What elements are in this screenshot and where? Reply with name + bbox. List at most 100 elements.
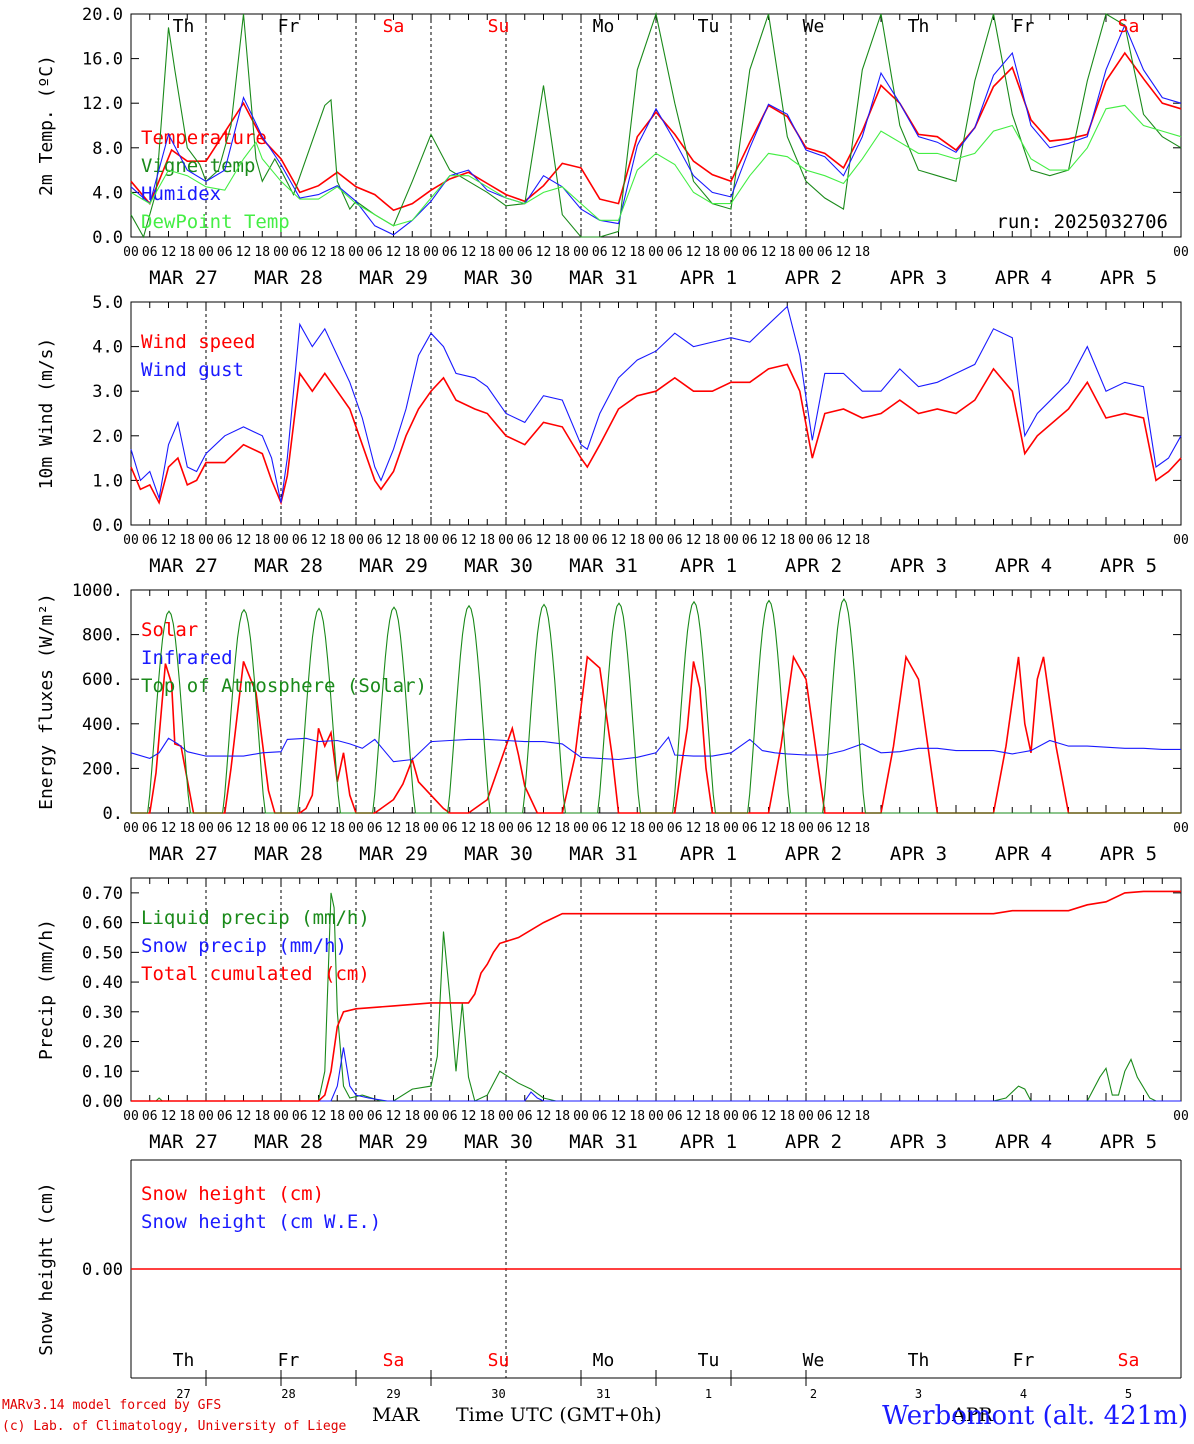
hour-tick-label: 06 (517, 245, 533, 260)
y-axis-label: Snow height (cm) (36, 1182, 57, 1355)
hour-tick-label: 06 (142, 821, 158, 836)
weekday-label: Sa (383, 1350, 405, 1371)
hour-tick-label: 06 (667, 821, 683, 836)
hour-tick-label: 06 (817, 821, 833, 836)
hour-tick-label: 00 (198, 821, 214, 836)
hour-tick-label: 00 (573, 821, 589, 836)
hour-tick-label: 12 (611, 821, 627, 836)
hour-tick-label: 12 (686, 1109, 702, 1124)
hour-tick-label: 06 (442, 533, 458, 548)
hour-tick-label: 12 (536, 533, 552, 548)
hour-tick-label: 18 (179, 1109, 195, 1124)
hour-tick-label: 12 (761, 245, 777, 260)
hour-tick-label: 06 (217, 821, 233, 836)
y-tick-label: 0.0 (92, 516, 123, 536)
hour-tick-label: 00 (798, 821, 814, 836)
hour-tick-label: 12 (161, 1109, 177, 1124)
month-label-apr: APR (952, 1404, 993, 1426)
weekday-label: Su (488, 16, 510, 37)
weekday-label: Sa (1118, 16, 1140, 37)
y-axis-label: Precip (mm/h) (36, 919, 57, 1060)
hour-tick-label: 00 (498, 533, 514, 548)
y-tick-label: 400. (82, 715, 123, 735)
x-axis-title: Time UTC (GMT+0h) (456, 1404, 662, 1426)
legend-wind-0: Wind speed (141, 331, 255, 353)
day-number-label: 28 (281, 1387, 295, 1401)
hour-tick-label: 06 (592, 245, 608, 260)
hour-tick-label: 00 (648, 821, 664, 836)
hour-tick-label: 12 (611, 533, 627, 548)
hour-tick-label: 00 (498, 1109, 514, 1124)
date-label: APR 1 (680, 1131, 737, 1153)
hour-tick-label: 12 (536, 821, 552, 836)
date-label: APR 4 (995, 555, 1052, 577)
date-label: APR 5 (1100, 555, 1157, 577)
weekday-label: Tu (698, 1350, 720, 1371)
y-tick-label: 0.20 (82, 1033, 123, 1053)
hour-tick-label: 00 (648, 245, 664, 260)
series-line-precip-2 (131, 890, 1181, 1102)
hour-tick-label: 12 (836, 245, 852, 260)
hour-tick-label: 12 (686, 533, 702, 548)
date-label: APR 3 (890, 843, 947, 865)
hour-tick-label: 12 (161, 245, 177, 260)
date-label: MAR 30 (464, 1131, 533, 1153)
panel-precip: 0.00 0.10 0.20 0.30 0.40 0.50 0.60 0.70 Precip (… (36, 877, 1189, 1153)
hour-tick-label: 18 (779, 533, 795, 548)
month-label-mar: MAR (372, 1404, 420, 1426)
legend-energy-2: Top of Atmosphere (Solar) (141, 675, 427, 697)
hour-tick-label: 00 (123, 533, 139, 548)
hour-tick-label: 06 (292, 245, 308, 260)
hour-tick-label: 06 (367, 533, 383, 548)
date-label: MAR 28 (254, 1131, 323, 1153)
hour-tick-label: 12 (536, 1109, 552, 1124)
hour-tick-label: 12 (611, 245, 627, 260)
hour-tick-label: 06 (742, 245, 758, 260)
hour-tick-label: 00 (273, 533, 289, 548)
date-label: MAR 29 (359, 843, 428, 865)
hour-tick-label: 06 (817, 245, 833, 260)
hour-tick-label: 06 (817, 1109, 833, 1124)
y-tick-label: 0.70 (82, 884, 123, 904)
hour-tick-label: 18 (704, 245, 720, 260)
y-axis-label: Energy fluxes (W/m²) (36, 593, 57, 810)
hour-tick-label: 18 (704, 821, 720, 836)
y-tick-label: 200. (82, 759, 123, 779)
hour-tick-label: 18 (554, 533, 570, 548)
hour-tick-label: 18 (779, 1109, 795, 1124)
hour-tick-label: 06 (292, 533, 308, 548)
hour-tick-label: 00 (273, 245, 289, 260)
legend-temperature-2: Humidex (141, 183, 221, 205)
y-tick-label: 20.0 (82, 5, 123, 25)
date-label: MAR 27 (149, 843, 218, 865)
hour-tick-label: 18 (254, 245, 270, 260)
day-number-label: 4 (1020, 1387, 1027, 1401)
hour-tick-label: 06 (442, 1109, 458, 1124)
hour-tick-label: 18 (254, 533, 270, 548)
hour-tick-label: 06 (592, 821, 608, 836)
date-label: MAR 31 (569, 267, 638, 289)
hour-tick-label: 06 (517, 821, 533, 836)
weekday-label: Su (488, 1350, 510, 1371)
hour-tick-label: 18 (779, 245, 795, 260)
legend-precip-0: Liquid precip (mm/h) (141, 907, 370, 929)
hour-tick-label: 18 (404, 245, 420, 260)
weekday-label: Fr (1013, 16, 1035, 37)
hour-tick-label: 12 (161, 821, 177, 836)
hour-tick-label: 18 (629, 1109, 645, 1124)
lab-credit: (c) Lab. of Climatology, University of L… (2, 1419, 347, 1434)
date-label: MAR 27 (149, 267, 218, 289)
series-line-energy-0 (131, 654, 1181, 814)
series-line-temperature-0 (130, 51, 1182, 212)
hour-tick-label: 18 (629, 245, 645, 260)
panel-temperature: 0.04.08.012.016.020.02m Temp. (ºC)00 06 12… (36, 5, 1189, 289)
weekday-label: Th (908, 16, 930, 37)
y-tick-label: 1000. (72, 581, 123, 601)
y-tick-label: 1.0 (92, 471, 123, 491)
hour-tick-label: 18 (404, 533, 420, 548)
date-label: APR 2 (785, 555, 842, 577)
date-label: APR 1 (680, 267, 737, 289)
hour-tick-label: 06 (517, 533, 533, 548)
hour-tick-label: 18 (254, 821, 270, 836)
hour-tick-label: 06 (217, 533, 233, 548)
